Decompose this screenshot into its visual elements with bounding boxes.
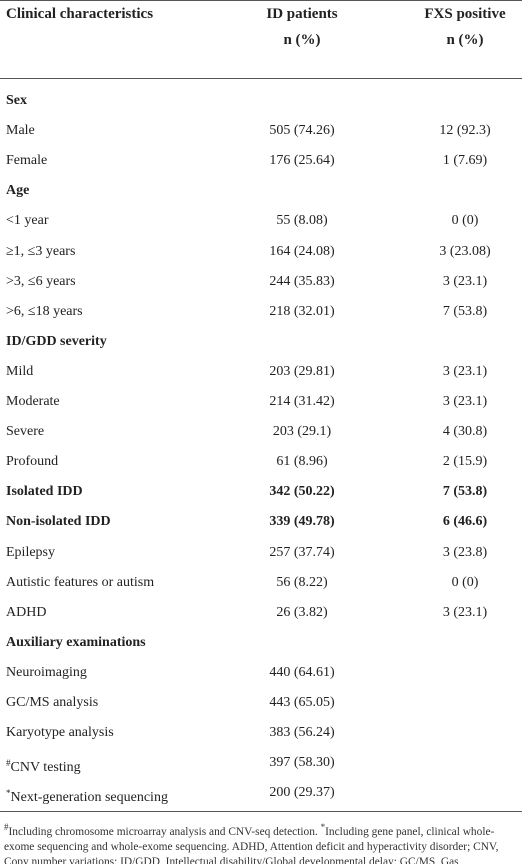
header-unit: n (%) xyxy=(283,32,321,48)
row-value: 203 (29.1) xyxy=(272,424,332,440)
row-value: 56 (8.22) xyxy=(276,574,328,590)
header-title: Clinical characteristics xyxy=(6,6,154,22)
note-marker: # xyxy=(4,822,9,832)
bottom-rule xyxy=(0,811,522,812)
footnote-text: Including gene panel, clinical whole-exo… xyxy=(4,826,499,864)
row-value: 443 (65.05) xyxy=(269,695,335,710)
row-label: ≥1, ≤3 years xyxy=(6,243,76,259)
row-value: 203 (29.81) xyxy=(269,363,335,379)
row-label: >6, ≤18 years xyxy=(6,303,83,319)
row-label: Female xyxy=(6,153,48,169)
row-label: ID/GDD severity xyxy=(6,333,107,349)
row-label: <1 year xyxy=(6,213,49,229)
row-label: >3, ≤6 years xyxy=(6,273,76,289)
row-value: 3 (23.1) xyxy=(442,363,488,379)
row-value: 3 (23.1) xyxy=(442,394,488,409)
row-value: 176 (25.64) xyxy=(269,153,335,169)
row-label: ADHD xyxy=(6,604,47,620)
row-value: 218 (32.01) xyxy=(269,303,335,319)
row-label: Sex xyxy=(6,93,27,108)
row-value: 200 (29.37) xyxy=(269,785,335,801)
row-label: Non-isolated IDD xyxy=(6,514,111,530)
row-value: 55 (8.08) xyxy=(276,213,328,229)
row-value: 6 (46.6) xyxy=(442,514,488,530)
row-label: GC/MS analysis xyxy=(6,695,99,710)
row-label: Auxiliary examinations xyxy=(6,634,146,650)
row-value: 4 (30.8) xyxy=(442,424,488,440)
row-label: Moderate xyxy=(6,394,60,409)
row-value: 7 (53.8) xyxy=(442,303,488,319)
row-value: 3 (23.08) xyxy=(439,243,491,259)
footnotes: #Including chromosome microarray analysi… xyxy=(4,820,518,864)
note-marker: # xyxy=(6,758,11,769)
row-value: 3 (23.1) xyxy=(442,273,488,289)
row-label: #CNV testing xyxy=(6,754,81,777)
row-value: 0 (0) xyxy=(451,574,479,590)
row-value: 3 (23.8) xyxy=(442,544,488,560)
row-value: 2 (15.9) xyxy=(442,454,488,470)
row-value: 440 (64.61) xyxy=(269,664,335,680)
header-unit: n (%) xyxy=(446,32,484,48)
note-marker: * xyxy=(320,822,326,832)
row-value: 0 (0) xyxy=(451,213,479,229)
row-value: 3 (23.1) xyxy=(442,604,488,620)
row-value: 12 (92.3) xyxy=(439,123,491,139)
row-value: 7 (53.8) xyxy=(442,484,488,500)
row-value: 164 (24.08) xyxy=(269,243,335,259)
row-value: 505 (74.26) xyxy=(269,123,335,139)
row-value: 342 (50.22) xyxy=(269,484,335,500)
row-value: 257 (37.74) xyxy=(269,544,335,560)
row-label: Age xyxy=(6,183,30,199)
row-label: Profound xyxy=(6,454,59,470)
header-title: FXS positive xyxy=(424,6,506,22)
note-marker: * xyxy=(6,788,11,799)
header-title: ID patients xyxy=(266,6,338,22)
row-value: 214 (31.42) xyxy=(269,394,335,409)
row-label: Severe xyxy=(6,424,45,440)
row-label: Neuroimaging xyxy=(6,664,87,680)
label-text: Next-generation sequencing xyxy=(10,790,168,806)
row-label: Male xyxy=(6,123,35,139)
row-value: 383 (56.24) xyxy=(269,725,335,741)
row-value: 1 (7.69) xyxy=(442,153,488,169)
row-value: 26 (3.82) xyxy=(276,604,328,620)
row-value: 397 (58.30) xyxy=(269,755,335,771)
row-label: Karyotype analysis xyxy=(6,725,114,741)
top-rule xyxy=(0,0,522,1)
row-value: 244 (35.83) xyxy=(269,273,335,289)
row-label: Mild xyxy=(6,363,34,379)
row-label: Epilepsy xyxy=(6,544,55,560)
row-label: Isolated IDD xyxy=(6,484,83,500)
row-label: Autistic features or autism xyxy=(6,574,155,590)
row-label: *Next-generation sequencing xyxy=(6,784,168,807)
footnote-text: Including chromosome microarray analysis… xyxy=(8,826,318,838)
header-rule xyxy=(0,78,522,79)
row-value: 61 (8.96) xyxy=(276,454,328,470)
row-value: 339 (49.78) xyxy=(269,514,335,530)
label-text: CNV testing xyxy=(10,760,81,776)
